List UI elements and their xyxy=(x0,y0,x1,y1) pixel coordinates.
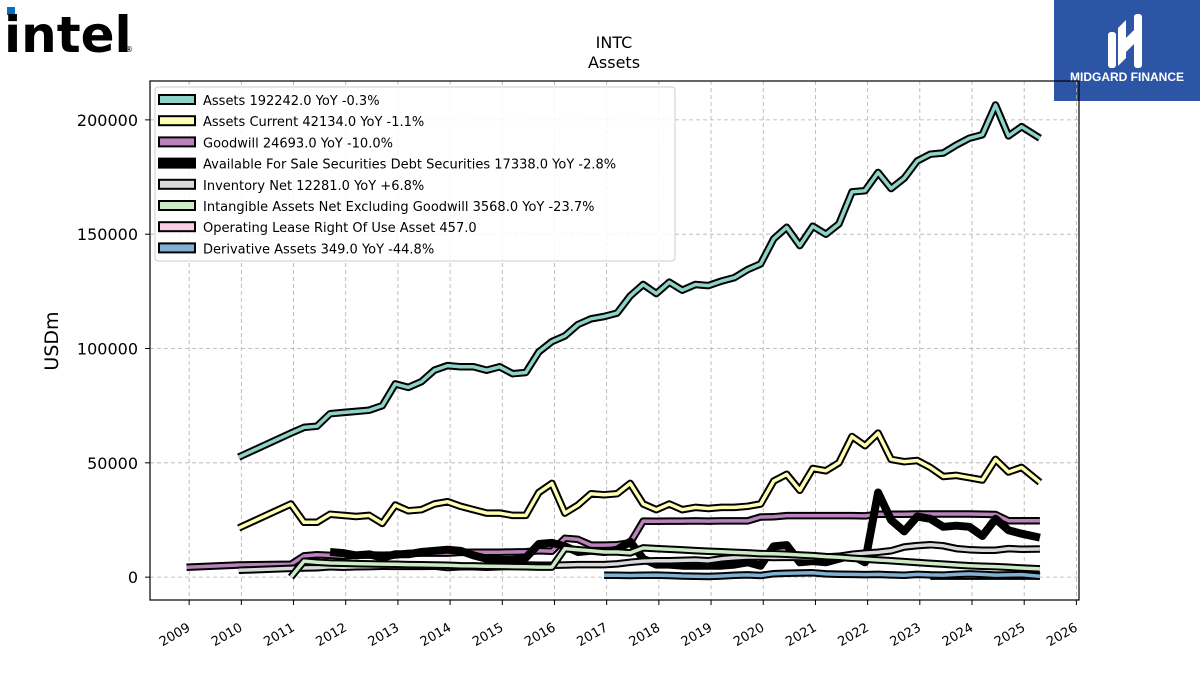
svg-text:intel: intel xyxy=(4,6,132,60)
legend-swatch xyxy=(158,115,196,127)
x-tick-label: 2011 xyxy=(261,620,297,650)
x-tick-label: 2018 xyxy=(627,620,663,650)
series-lines xyxy=(186,101,1043,581)
x-tick-label: 2022 xyxy=(835,620,871,650)
midgard-finance-logo: MIDGARD FINANCE xyxy=(1054,0,1200,101)
chart-subtitle: Assets xyxy=(588,53,640,72)
legend-label: Operating Lease Right Of Use Asset 457.0 xyxy=(203,221,477,236)
y-axis-ticks: 0 50000 100000 150000 200000 xyxy=(77,111,150,587)
svg-text:MIDGARD FINANCE: MIDGARD FINANCE xyxy=(1070,70,1184,84)
x-tick-label: 2013 xyxy=(366,620,402,650)
x-axis-ticks: 2009 2010 2011 2012 2013 2014 2015 2016 2017 2018… xyxy=(157,600,1080,650)
legend-swatch xyxy=(158,94,196,105)
series-line xyxy=(289,546,1040,579)
x-tick-label: 2016 xyxy=(522,620,558,650)
x-tick-label: 2009 xyxy=(157,620,193,650)
legend-swatch xyxy=(158,242,196,254)
series-3 xyxy=(329,488,1041,570)
series-line xyxy=(604,571,1041,579)
legend-label: Assets Current 42134.0 YoY -1.1% xyxy=(203,115,424,130)
legend-swatch xyxy=(158,200,196,211)
legend: Assets 192242.0 YoY -0.3% Assets Current … xyxy=(154,86,676,262)
series-5 xyxy=(287,544,1041,580)
x-tick-label: 2020 xyxy=(731,620,767,650)
legend-label: Goodwill 24693.0 YoY -10.0% xyxy=(203,136,393,151)
y-axis-label: USDm xyxy=(41,311,63,370)
series-line xyxy=(329,488,1041,570)
y-tick-label: 50000 xyxy=(87,454,138,473)
legend-box xyxy=(154,86,676,262)
series-1 xyxy=(237,429,1043,532)
x-tick-label: 2019 xyxy=(679,620,715,650)
x-tick-label: 2012 xyxy=(314,620,350,650)
x-tick-label: 2021 xyxy=(783,620,819,650)
svg-text:®: ® xyxy=(125,45,133,54)
y-tick-label: 0 xyxy=(128,568,138,587)
x-tick-label: 2017 xyxy=(575,620,611,650)
legend-swatch xyxy=(158,136,196,148)
legend-label: Assets 192242.0 YoY -0.3% xyxy=(203,94,380,109)
series-line xyxy=(237,431,1042,530)
y-tick-label: 100000 xyxy=(77,340,138,359)
legend-swatch xyxy=(158,221,196,233)
x-tick-label: 2023 xyxy=(888,620,924,650)
legend-label: Inventory Net 12281.0 YoY +6.8% xyxy=(203,179,424,194)
x-tick-label: 2014 xyxy=(418,620,454,650)
intel-logo: intel ® xyxy=(4,6,133,60)
series-0 xyxy=(237,101,1042,461)
chart-title: INTC xyxy=(596,33,633,52)
x-tick-label: 2026 xyxy=(1044,620,1080,650)
plot-frame xyxy=(149,80,1080,601)
x-tick-label: 2025 xyxy=(992,620,1028,650)
x-tick-label: 2015 xyxy=(470,620,506,650)
y-tick-label: 150000 xyxy=(77,225,138,244)
x-tick-label: 2024 xyxy=(940,620,976,650)
x-tick-label: 2010 xyxy=(209,620,245,650)
legend-label: Available For Sale Securities Debt Secur… xyxy=(203,158,616,173)
legend-swatch xyxy=(158,178,196,190)
legend-label: Intangible Assets Net Excluding Goodwill… xyxy=(203,200,594,215)
series-line xyxy=(237,103,1041,459)
series-7 xyxy=(604,569,1041,581)
legend-label: Derivative Assets 349.0 YoY -44.8% xyxy=(203,242,434,257)
y-tick-label: 200000 xyxy=(77,111,138,130)
legend-swatch xyxy=(158,157,196,169)
